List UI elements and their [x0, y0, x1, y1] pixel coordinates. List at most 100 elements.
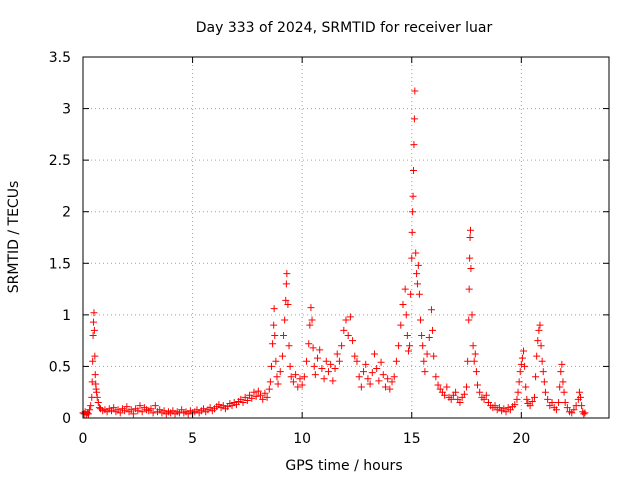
data-point [392, 357, 400, 365]
data-point [523, 395, 531, 403]
data-point [518, 354, 526, 362]
data-point [407, 290, 415, 298]
data-point [280, 331, 288, 339]
data-point [410, 115, 418, 123]
x-tick-label: 5 [188, 431, 197, 447]
data-point [539, 368, 547, 376]
data-point [349, 337, 357, 345]
y-tick-label: 2 [62, 205, 71, 221]
data-point [329, 377, 337, 385]
data-point [331, 364, 339, 372]
data-point [388, 378, 396, 386]
data-point [471, 350, 479, 358]
data-point [558, 360, 566, 368]
data-point [399, 301, 407, 309]
data-point [472, 368, 480, 376]
data-point [289, 378, 297, 386]
data-point [536, 321, 544, 329]
data-point [270, 321, 278, 329]
data-point [303, 357, 311, 365]
data-point [250, 388, 258, 396]
data-point [404, 347, 412, 355]
data-point [147, 405, 155, 413]
data-point [340, 326, 348, 334]
data-point [95, 404, 103, 412]
data-point [324, 368, 332, 376]
data-point [470, 357, 478, 365]
data-point [90, 326, 98, 334]
data-point [86, 406, 94, 414]
data-point [333, 350, 341, 358]
data-point [136, 402, 144, 410]
data-point [537, 342, 545, 350]
data-point [149, 409, 157, 417]
data-point [286, 362, 294, 370]
data-point [362, 360, 370, 368]
data-point [311, 371, 319, 379]
data-point [406, 342, 414, 350]
y-tick-label: 2.5 [49, 153, 71, 169]
data-point [379, 371, 387, 379]
data-point [452, 388, 460, 396]
data-point [306, 321, 314, 329]
data-point [468, 311, 476, 319]
data-point [300, 373, 308, 381]
data-point [408, 228, 416, 236]
data-point [335, 357, 343, 365]
data-point [434, 381, 442, 389]
data-point [421, 368, 429, 376]
data-point [89, 331, 97, 339]
data-point [480, 395, 488, 403]
data-point [414, 261, 422, 269]
data-point [116, 409, 124, 417]
data-point [419, 342, 427, 350]
data-point [465, 316, 473, 324]
data-point [283, 270, 291, 278]
data-point [257, 391, 265, 399]
data-point [460, 390, 468, 398]
data-point [390, 373, 398, 381]
data-point [466, 254, 474, 262]
y-tick-label: 1.5 [49, 256, 71, 272]
data-point [93, 388, 101, 396]
data-point [410, 166, 418, 174]
data-point [535, 326, 543, 334]
data-point [239, 399, 247, 407]
data-point [269, 340, 277, 348]
data-point [368, 369, 376, 377]
data-point [381, 383, 389, 391]
data-point [360, 368, 368, 376]
data-point [308, 316, 316, 324]
data-point [271, 331, 279, 339]
data-point [357, 383, 365, 391]
data-point [259, 395, 267, 403]
data-point [560, 388, 568, 396]
data-point [127, 406, 135, 414]
data-point [351, 352, 359, 360]
data-point [384, 375, 392, 383]
data-point [375, 377, 383, 385]
data-point [474, 381, 481, 389]
data-point [463, 383, 471, 391]
data-point [87, 402, 95, 410]
data-point [563, 404, 571, 412]
data-point [417, 316, 425, 324]
data-point [316, 346, 324, 354]
data-point [467, 264, 475, 272]
data-point [309, 344, 317, 352]
data-point [344, 331, 352, 339]
data-point [373, 364, 381, 372]
data-point [526, 402, 534, 410]
data-point [408, 254, 416, 262]
data-point [278, 352, 286, 360]
data-point [322, 357, 330, 365]
data-point [254, 387, 262, 395]
data-point [90, 309, 98, 317]
data-point [412, 249, 420, 257]
data-point [151, 402, 159, 410]
data-point [284, 301, 292, 309]
data-point [305, 340, 313, 348]
data-point [491, 402, 499, 410]
